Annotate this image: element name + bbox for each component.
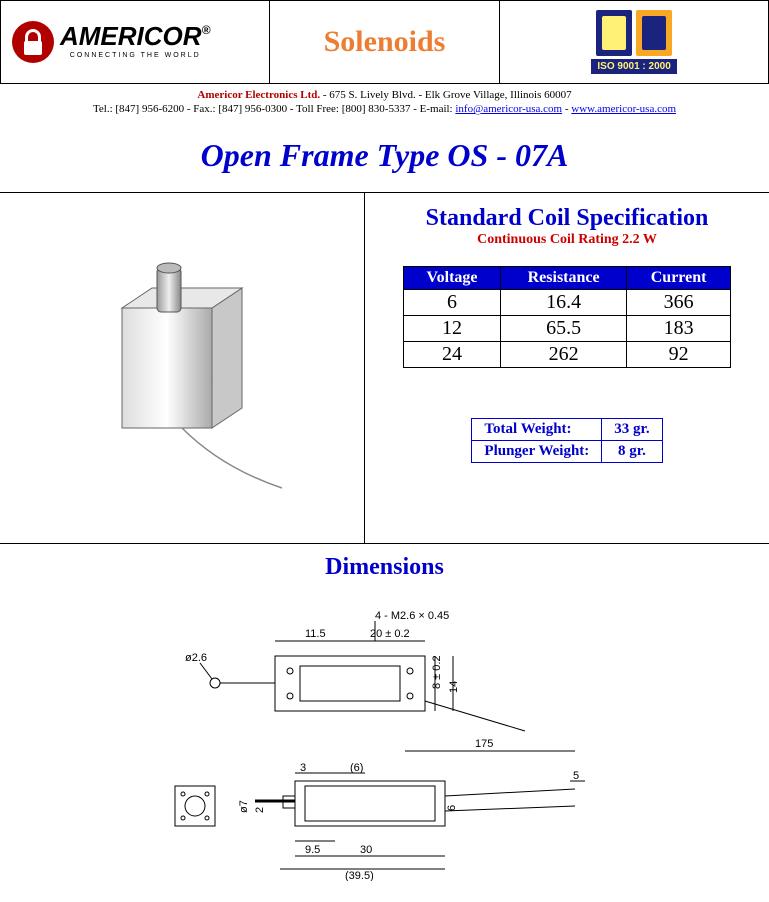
- col-current: Current: [627, 266, 730, 289]
- brand-tagline: CONNECTING THE WORLD: [60, 52, 210, 59]
- table-row: 12 65.5 183: [404, 315, 731, 341]
- svg-text:9.5: 9.5: [305, 844, 320, 856]
- cert-cell: ISO 9001 : 2000: [500, 1, 769, 84]
- table-row: 6 16.4 366: [404, 289, 731, 315]
- svg-text:8 ± 0.2: 8 ± 0.2: [431, 655, 443, 689]
- svg-text:(6): (6): [350, 762, 363, 774]
- svg-text:11.5: 11.5: [305, 628, 326, 640]
- svg-text:4 - M2.6 × 0.45: 4 - M2.6 × 0.45: [375, 610, 449, 622]
- address-line2: Tel.: [847] 956-6200 - Fax.: [847] 956-0…: [93, 103, 455, 115]
- svg-text:175: 175: [475, 738, 493, 750]
- page-title: Open Frame Type OS - 07A: [0, 137, 769, 174]
- svg-text:5: 5: [573, 770, 579, 782]
- iso-label: ISO 9001 : 2000: [591, 59, 676, 74]
- table-row: 24 262 92: [404, 341, 731, 367]
- spec-cell: Standard Coil Specification Continuous C…: [365, 193, 769, 543]
- weight-label: Total Weight:: [472, 418, 602, 440]
- svg-text:3: 3: [300, 762, 306, 774]
- spec-row: Standard Coil Specification Continuous C…: [0, 192, 769, 544]
- weight-table: Total Weight: 33 gr. Plunger Weight: 8 g…: [471, 418, 662, 463]
- weight-value: 33 gr.: [602, 418, 662, 440]
- svg-text:14: 14: [448, 680, 460, 692]
- svg-text:ø7: ø7: [238, 800, 250, 813]
- svg-text:20 ± 0.2: 20 ± 0.2: [370, 628, 410, 640]
- col-voltage: Voltage: [404, 266, 501, 289]
- weight-label: Plunger Weight:: [472, 440, 602, 462]
- category-cell: Solenoids: [269, 1, 499, 84]
- padlock-icon: [12, 21, 54, 63]
- coil-table: Voltage Resistance Current 6 16.4 366 12…: [403, 266, 731, 368]
- spec-subheading: Continuous Coil Rating 2.2 W: [385, 232, 749, 248]
- svg-text:ø2.6: ø2.6: [185, 652, 207, 664]
- weight-value: 8 gr.: [602, 440, 662, 462]
- logo-cell: AMERICOR® CONNECTING THE WORLD: [1, 1, 270, 84]
- cert-badge-icon: [596, 10, 632, 56]
- brand-name: AMERICOR®: [60, 21, 210, 51]
- company-name: Americor Electronics Ltd.: [197, 89, 320, 101]
- dimensions-drawing: 11.5 20 ± 0.2 4 - M2.6 × 0.45 ø2.6 8 ± 0…: [105, 601, 665, 881]
- table-row: Plunger Weight: 8 gr.: [472, 440, 662, 462]
- product-image-cell: [0, 193, 365, 543]
- spec-heading: Standard Coil Specification: [385, 205, 749, 232]
- table-row: Total Weight: 33 gr.: [472, 418, 662, 440]
- dimensions-title: Dimensions: [0, 554, 769, 581]
- address-block: Americor Electronics Ltd. - 675 S. Livel…: [0, 84, 769, 123]
- address-sep: -: [562, 103, 571, 115]
- col-resistance: Resistance: [500, 266, 627, 289]
- email-link[interactable]: info@americor-usa.com: [455, 103, 562, 115]
- header-table: AMERICOR® CONNECTING THE WORLD Solenoids…: [0, 0, 769, 84]
- address-line1: - 675 S. Lively Blvd. - Elk Grove Villag…: [320, 89, 572, 101]
- svg-text:6: 6: [446, 804, 458, 810]
- solenoid-photo-icon: [82, 238, 282, 498]
- svg-text:2: 2: [254, 806, 266, 812]
- svg-text:30: 30: [360, 844, 372, 856]
- cert-badges: [501, 10, 767, 56]
- cert-badge-icon: [636, 10, 672, 56]
- svg-text:(39.5): (39.5): [345, 870, 374, 881]
- category-title: Solenoids: [324, 25, 446, 58]
- website-link[interactable]: www.americor-usa.com: [571, 103, 676, 115]
